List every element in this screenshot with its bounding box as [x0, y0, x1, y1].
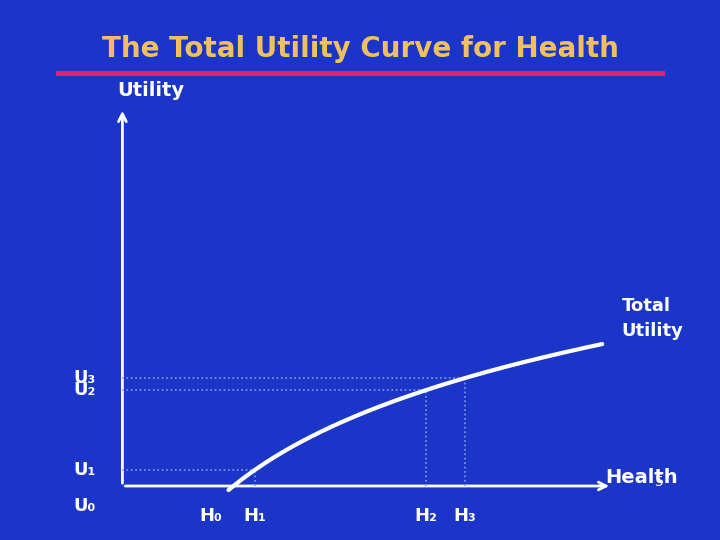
Text: Health: Health [605, 468, 678, 488]
Text: U₃: U₃ [73, 369, 96, 387]
Text: H₀: H₀ [199, 507, 222, 525]
Text: U₂: U₂ [73, 381, 96, 399]
Text: The Total Utility Curve for Health: The Total Utility Curve for Health [102, 35, 618, 63]
Text: 5: 5 [655, 475, 664, 489]
Text: Utility: Utility [117, 82, 184, 100]
Text: H₃: H₃ [454, 507, 477, 525]
Text: U₁: U₁ [73, 461, 96, 479]
Text: Total
Utility: Total Utility [622, 296, 684, 340]
Text: H₂: H₂ [415, 507, 437, 525]
Text: U₀: U₀ [73, 497, 96, 515]
Text: H₁: H₁ [243, 507, 266, 525]
